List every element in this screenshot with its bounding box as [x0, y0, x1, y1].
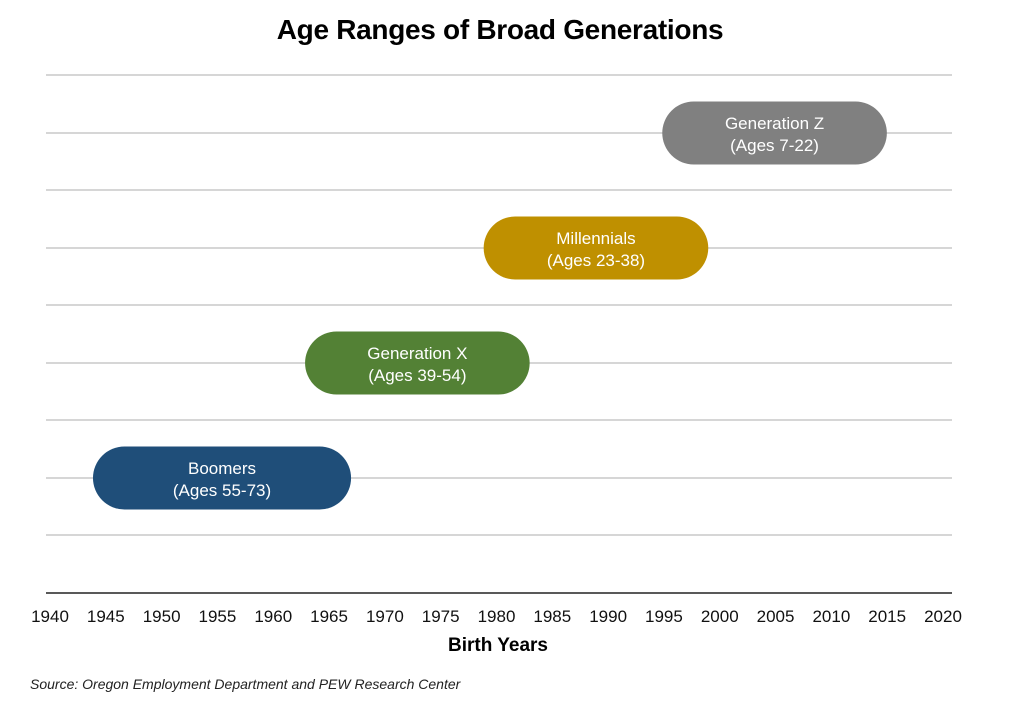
- bar-label-generation-z: Generation Z: [725, 114, 824, 133]
- x-tick-2020: 2020: [924, 607, 962, 626]
- bar-shape-generation-x: [305, 331, 530, 395]
- bar-range-label-boomers: (Ages 55-73): [173, 481, 271, 500]
- x-tick-1985: 1985: [533, 607, 571, 626]
- x-tick-2015: 2015: [868, 607, 906, 626]
- bar-label-millennials: Millennials: [556, 229, 635, 248]
- bar-generation-z: Generation Z (Ages 7-22): [662, 101, 887, 165]
- bar-range-label-generation-x: (Ages 39-54): [368, 366, 466, 385]
- x-tick-1990: 1990: [589, 607, 627, 626]
- x-tick-1940: 1940: [31, 607, 69, 626]
- x-tick-1980: 1980: [478, 607, 516, 626]
- x-tick-2000: 2000: [701, 607, 739, 626]
- x-tick-labels: 1940 1945 1950 1955 1960 1965 1970 1975 1980 1985…: [31, 607, 962, 626]
- x-tick-1960: 1960: [254, 607, 292, 626]
- x-tick-1950: 1950: [143, 607, 181, 626]
- x-tick-1945: 1945: [87, 607, 125, 626]
- x-tick-2010: 2010: [812, 607, 850, 626]
- bar-shape-millennials: [483, 216, 709, 280]
- x-tick-1975: 1975: [422, 607, 460, 626]
- source-note: Source: Oregon Employment Department and…: [30, 676, 461, 692]
- bar-millennials: Millennials (Ages 23-38): [483, 216, 709, 280]
- bar-shape-boomers: [92, 446, 352, 510]
- chart-title: Age Ranges of Broad Generations: [276, 14, 724, 45]
- x-tick-1955: 1955: [199, 607, 237, 626]
- bar-range-label-generation-z: (Ages 7-22): [730, 136, 819, 155]
- generation-bars: Boomers (Ages 55-73) Generation X (Ages 39-…: [92, 101, 887, 510]
- bar-range-label-millennials: (Ages 23-38): [547, 251, 645, 270]
- bar-boomers: Boomers (Ages 55-73): [92, 446, 352, 510]
- x-tick-1970: 1970: [366, 607, 404, 626]
- bar-label-boomers: Boomers: [188, 459, 256, 478]
- bar-generation-x: Generation X (Ages 39-54): [305, 331, 530, 395]
- x-tick-2005: 2005: [757, 607, 795, 626]
- bar-shape-generation-z: [662, 101, 887, 165]
- x-axis-label: Birth Years: [448, 635, 548, 656]
- x-tick-1995: 1995: [645, 607, 683, 626]
- bar-label-generation-x: Generation X: [367, 344, 467, 363]
- x-tick-1965: 1965: [310, 607, 348, 626]
